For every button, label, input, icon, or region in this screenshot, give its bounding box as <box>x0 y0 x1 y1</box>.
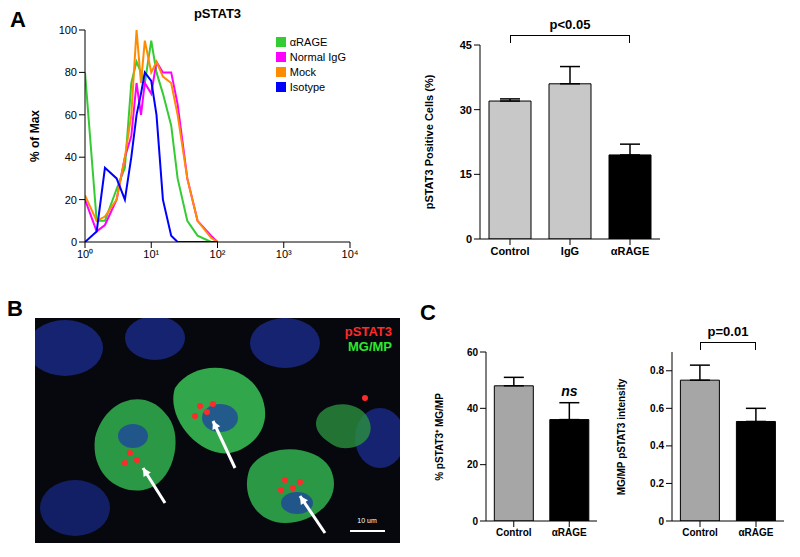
svg-text:0: 0 <box>472 516 478 527</box>
html-text:A: A <box>10 7 26 32</box>
svg-text:45: 45 <box>460 39 472 51</box>
svg-text:60: 60 <box>65 109 77 121</box>
svg-text:40: 40 <box>467 403 479 414</box>
svg-text:10⁰: 10⁰ <box>77 248 93 260</box>
html-text:MG/MP: MG/MP <box>347 339 392 354</box>
svg-text:0.2: 0.2 <box>650 478 664 489</box>
html-text:C: C <box>420 300 436 325</box>
svg-text:40: 40 <box>65 151 77 163</box>
html-text:pSTAT3 Positive Cells (%): pSTAT3 Positive Cells (%) <box>423 74 435 210</box>
html-text:% of Max: % of Max <box>28 110 42 162</box>
html-text:p=0.01: p=0.01 <box>707 324 749 339</box>
svg-text:IgG: IgG <box>561 245 579 257</box>
svg-text:αRAGE: αRAGE <box>611 245 650 257</box>
html-text:B: B <box>7 296 23 321</box>
html-text:pSTAT3: pSTAT3 <box>344 324 392 339</box>
html-text:Mock: Mock <box>289 65 316 78</box>
svg-text:10²: 10² <box>210 248 226 260</box>
svg-text:αRAGE: αRAGE <box>738 527 773 538</box>
svg-text:Control: Control <box>682 527 718 538</box>
html-text:αRAGE: αRAGE <box>289 35 328 48</box>
svg-text:0: 0 <box>71 236 77 248</box>
svg-text:80: 80 <box>65 66 77 78</box>
svg-text:0: 0 <box>466 233 472 245</box>
svg-text:20: 20 <box>467 459 479 470</box>
svg-text:0.4: 0.4 <box>650 440 664 451</box>
svg-text:αRAGE: αRAGE <box>552 527 587 538</box>
html-text:Normal IgG: Normal IgG <box>289 50 346 63</box>
html-text:% pSTAT3⁺ MG/MP: % pSTAT3⁺ MG/MP <box>434 392 445 481</box>
svg-text:20: 20 <box>65 194 77 206</box>
svg-text:0: 0 <box>658 516 664 527</box>
svg-text:Control: Control <box>496 527 532 538</box>
html-text:Isotype: Isotype <box>289 80 326 93</box>
svg-text:ns: ns <box>561 383 578 399</box>
html-text:p<0.05: p<0.05 <box>549 17 591 32</box>
svg-text:15: 15 <box>460 168 472 180</box>
svg-text:0.8: 0.8 <box>650 365 664 376</box>
svg-text:10⁴: 10⁴ <box>342 248 359 260</box>
svg-text:30: 30 <box>460 104 472 116</box>
svg-text:100: 100 <box>59 24 77 36</box>
svg-text:10¹: 10¹ <box>143 248 159 260</box>
svg-text:Control: Control <box>490 245 529 257</box>
svg-text:60: 60 <box>467 347 479 358</box>
html-text:MG/MP pSTAT3 intensity: MG/MP pSTAT3 intensity <box>615 378 627 495</box>
svg-text:10³: 10³ <box>276 248 292 260</box>
html-text:pSTAT3: pSTAT3 <box>193 6 242 21</box>
svg-text:10 um: 10 um <box>357 517 377 524</box>
svg-text:0.6: 0.6 <box>650 403 664 414</box>
